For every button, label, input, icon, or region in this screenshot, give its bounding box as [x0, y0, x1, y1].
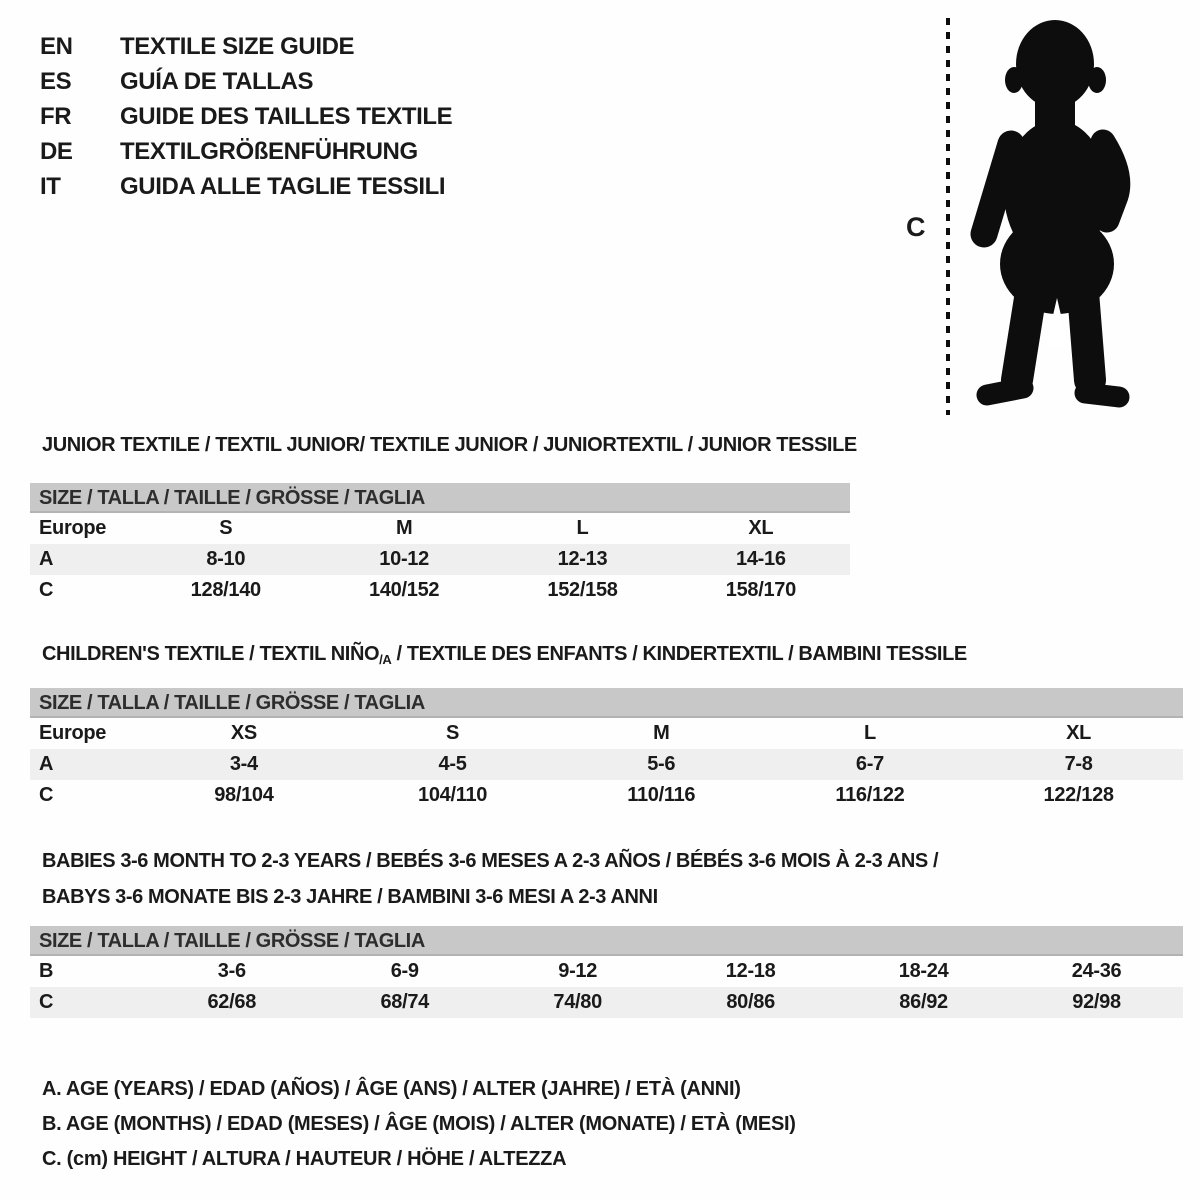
- months-cell: 3-6: [217, 960, 246, 982]
- guide-title-fr: GUIDE DES TAILLES TEXTILE: [120, 102, 453, 130]
- height-cell: 92/98: [1072, 991, 1121, 1013]
- silhouette-head: [1005, 20, 1106, 136]
- size-cell: S: [219, 517, 233, 539]
- row-label: A: [39, 548, 54, 570]
- height-cell: 128/140: [190, 579, 262, 601]
- legend-age-years: A. AGE (YEARS) / EDAD (AÑOS) / ÂGE (ANS)…: [42, 1078, 741, 1100]
- row-label: Europe: [39, 722, 107, 744]
- babies-row-months: B 3-6 6-9 9-12 12-18 18-24 24-36: [30, 956, 1183, 987]
- junior-row-age: A 8-10 10-12 12-13 14-16: [30, 544, 850, 575]
- row-label: C: [39, 991, 54, 1013]
- junior-row-height: C 128/140 140/152 152/158 158/170: [30, 575, 850, 606]
- children-size-table: SIZE / TALLA / TAILLE / GRÖSSE / TAGLIA …: [30, 688, 1183, 811]
- height-measure-dashed-line: [946, 18, 950, 415]
- months-cell: 18-24: [898, 960, 949, 982]
- age-cell: 3-4: [229, 753, 258, 775]
- months-cell: 9-12: [558, 960, 598, 982]
- guide-title-es: GUÍA DE TALLAS: [120, 67, 314, 95]
- babies-title-line2: BABYS 3-6 MONATE BIS 2-3 JAHRE / BAMBINI…: [42, 886, 658, 908]
- guide-title-it: GUIDA ALLE TAGLIE TESSILI: [120, 172, 446, 200]
- guide-title-de: TEXTILGRÖßENFÜHRUNG: [120, 137, 418, 165]
- junior-section-title: JUNIOR TEXTILE / TEXTIL JUNIOR/ TEXTILE …: [42, 434, 857, 456]
- size-cell: S: [446, 722, 460, 744]
- size-cell: XS: [230, 722, 257, 744]
- silhouette-limbs: [970, 129, 1131, 408]
- height-cell: 74/80: [553, 991, 602, 1013]
- age-cell: 12-13: [557, 548, 608, 570]
- height-cell: 86/92: [899, 991, 948, 1013]
- legend-height-cm: C. (cm) HEIGHT / ALTURA / HAUTEUR / HÖHE…: [42, 1148, 567, 1170]
- children-table-header: SIZE / TALLA / TAILLE / GRÖSSE / TAGLIA: [30, 688, 1183, 718]
- babies-table-header: SIZE / TALLA / TAILLE / GRÖSSE / TAGLIA: [30, 926, 1183, 956]
- lang-row-it: IT GUIDA ALLE TAGLIE TESSILI: [40, 169, 452, 204]
- measure-legend: A. AGE (YEARS) / EDAD (AÑOS) / ÂGE (ANS)…: [42, 1072, 796, 1177]
- size-cell: M: [653, 722, 670, 744]
- age-cell: 8-10: [206, 548, 246, 570]
- height-cell: 158/170: [725, 579, 797, 601]
- height-cell: 68/74: [380, 991, 429, 1013]
- months-cell: 6-9: [390, 960, 419, 982]
- toddler-silhouette: [970, 20, 1131, 408]
- height-cell: 152/158: [547, 579, 618, 601]
- legend-age-months: B. AGE (MONTHS) / EDAD (MESES) / ÂGE (MO…: [42, 1113, 796, 1135]
- children-title-pre: CHILDREN'S TEXTILE / TEXTIL NIÑO: [42, 643, 380, 665]
- height-measure-label: C: [906, 212, 926, 242]
- lang-code: IT: [40, 172, 61, 200]
- height-cell: 104/110: [418, 784, 488, 806]
- babies-size-table: SIZE / TALLA / TAILLE / GRÖSSE / TAGLIA …: [30, 926, 1183, 1018]
- months-cell: 12-18: [725, 960, 776, 982]
- row-label: B: [39, 960, 54, 982]
- children-row-age: A 3-4 4-5 5-6 6-7 7-8: [30, 749, 1183, 780]
- height-cell: 98/104: [214, 784, 274, 806]
- guide-title-en: TEXTILE SIZE GUIDE: [120, 32, 355, 60]
- junior-row-europe: Europe S M L XL: [30, 513, 850, 544]
- children-title-sub: /A: [379, 652, 392, 667]
- age-cell: 5-6: [647, 753, 676, 775]
- height-cell: 140/152: [369, 579, 440, 601]
- height-cell: 62/68: [207, 991, 257, 1013]
- language-title-block: EN TEXTILE SIZE GUIDE ES GUÍA DE TALLAS …: [40, 29, 453, 204]
- babies-title-line1: BABIES 3-6 MONTH TO 2-3 YEARS / BEBÉS 3-…: [42, 850, 939, 872]
- row-label: C: [39, 784, 54, 806]
- months-cell: 24-36: [1071, 960, 1122, 982]
- age-cell: 14-16: [736, 548, 786, 570]
- row-label: Europe: [39, 517, 107, 539]
- age-cell: 4-5: [438, 753, 467, 775]
- silhouette-crotch-notch: [1046, 298, 1068, 346]
- lang-row-fr: FR GUIDE DES TAILLES TEXTILE: [40, 99, 453, 134]
- children-row-height: C 98/104 104/110 110/116 116/122 122/128: [30, 780, 1183, 811]
- size-cell: XL: [748, 517, 774, 539]
- children-title-post: / TEXTILE DES ENFANTS / KINDERTEXTIL / B…: [391, 643, 968, 665]
- size-cell: L: [863, 722, 876, 744]
- lang-code: EN: [40, 32, 73, 60]
- lang-code: ES: [40, 67, 72, 95]
- row-label: C: [39, 579, 54, 601]
- junior-size-table: SIZE / TALLA / TAILLE / GRÖSSE / TAGLIA …: [30, 483, 850, 606]
- lang-row-de: DE TEXTILGRÖßENFÜHRUNG: [40, 134, 452, 169]
- row-label: A: [39, 753, 54, 775]
- height-cell: 122/128: [1043, 784, 1115, 806]
- age-cell: 7-8: [1064, 753, 1093, 775]
- lang-row-en: EN TEXTILE SIZE GUIDE: [40, 29, 452, 64]
- height-cell: 116/122: [835, 784, 905, 806]
- junior-table-header: SIZE / TALLA / TAILLE / GRÖSSE / TAGLIA: [30, 483, 850, 513]
- size-cell: M: [395, 517, 413, 539]
- height-cell: 110/116: [627, 784, 696, 806]
- children-section-title: CHILDREN'S TEXTILE / TEXTIL NIÑO/A / TEX…: [42, 643, 968, 667]
- age-cell: 10-12: [379, 548, 429, 570]
- size-cell: L: [576, 517, 589, 539]
- size-cell: XL: [1066, 722, 1092, 744]
- lang-code: DE: [40, 137, 73, 165]
- babies-row-height: C 62/68 68/74 74/80 80/86 86/92 92/98: [30, 987, 1183, 1018]
- lang-row-es: ES GUÍA DE TALLAS: [40, 64, 452, 99]
- height-cell: 80/86: [726, 991, 775, 1013]
- age-cell: 6-7: [855, 753, 884, 775]
- lang-code: FR: [40, 102, 72, 130]
- babies-section-title: BABIES 3-6 MONTH TO 2-3 YEARS / BEBÉS 3-…: [42, 843, 939, 915]
- children-row-europe: Europe XS S M L XL: [30, 718, 1183, 749]
